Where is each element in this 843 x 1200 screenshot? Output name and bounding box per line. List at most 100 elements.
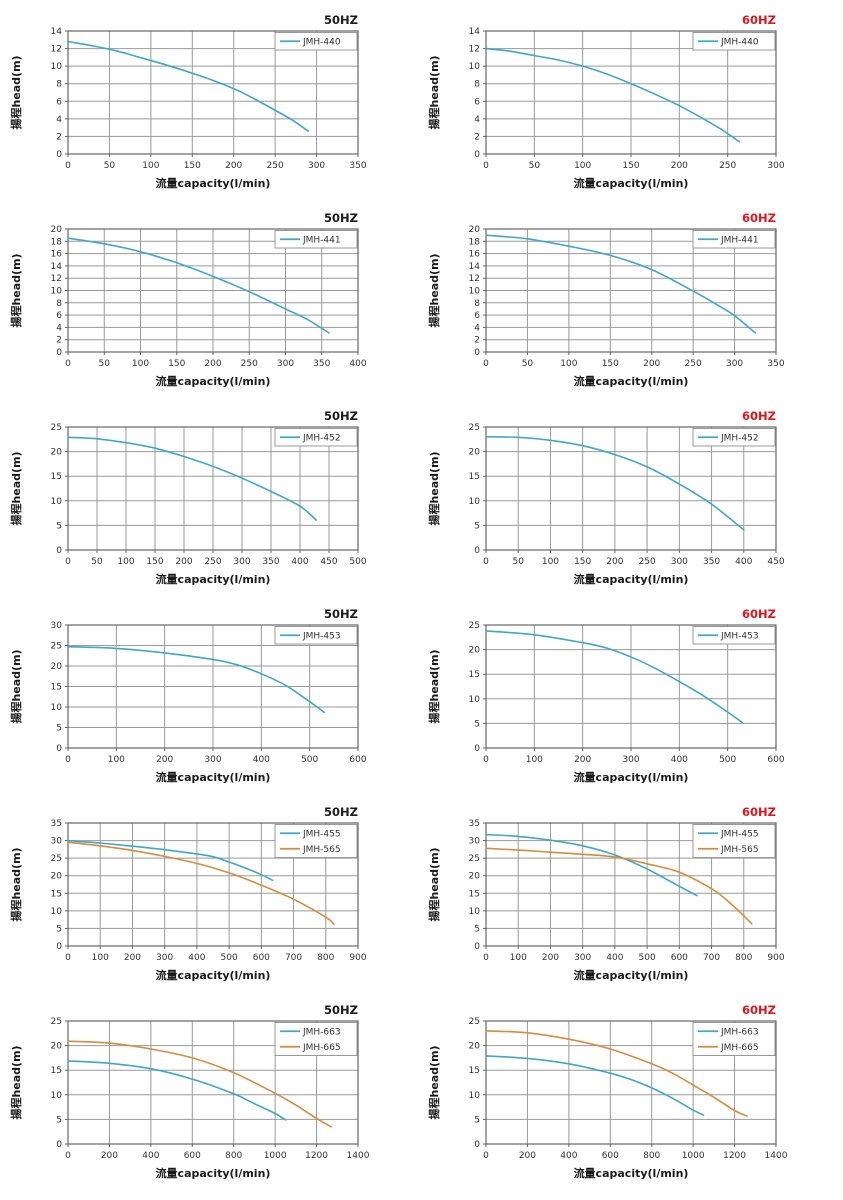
x-tick-label: 400 (671, 755, 688, 765)
x-tick-label: 250 (267, 161, 284, 171)
x-tick-label: 300 (204, 755, 221, 765)
y-tick-label: 16 (51, 250, 63, 260)
grid-lines (68, 625, 358, 748)
legend-label-jmh-565: JMH-565 (302, 845, 341, 855)
chart-60hz-jmh-452: 0 50 100 150 200 250 300 350 400 450 0 5 10 15 20 25 60H… (424, 400, 834, 598)
legend: JMH-440 (274, 32, 358, 51)
legend-label-jmh-565: JMH-565 (720, 845, 759, 855)
plot-border (67, 30, 359, 155)
series-curve-jmh-441 (485, 234, 757, 334)
chart-svg-50hz-jmh-440: 0 50 100 150 200 250 300 350 0 2 4 6 8 10 12 14 50HZ 流量ca… (9, 13, 367, 190)
y-tick-label: 25 (469, 854, 480, 864)
x-tick-label: 150 (168, 359, 185, 369)
y-axis-label: 揚程head(m) (9, 253, 23, 327)
y-tick-label: 35 (51, 819, 62, 829)
y-tick-label: 25 (51, 1017, 62, 1027)
legend-box (692, 824, 776, 858)
y-tick-label: 0 (56, 348, 62, 358)
x-tick-label: 50 (99, 359, 111, 369)
x-tick-label: 50 (512, 557, 524, 567)
x-tick-label: 200 (643, 359, 660, 369)
chart-60hz-jmh-453: 0 100 200 300 400 500 600 0 5 10 15 20 25 60HZ 流量capac… (424, 598, 834, 796)
legend-label-jmh-663: JMH-663 (302, 1027, 341, 1037)
y-tick-label: 10 (469, 62, 481, 72)
x-axis-label: 流量capacity(l/min) (574, 1166, 689, 1180)
x-tick-label: 350 (703, 557, 720, 567)
y-axis-label: 揚程head(m) (427, 847, 441, 921)
y-tick-label: 20 (469, 225, 481, 235)
series-curve-jmh-452 (67, 436, 317, 521)
y-tick-label: 0 (474, 150, 480, 160)
y-tick-label: 5 (56, 724, 62, 734)
x-tick-label: 0 (65, 359, 71, 369)
x-tick-label: 600 (184, 1151, 201, 1161)
x-tick-label: 500 (719, 755, 736, 765)
y-tick-label: 2 (56, 132, 62, 142)
y-tick-label: 10 (469, 695, 481, 705)
series-curve-jmh-453 (485, 630, 743, 724)
x-tick-label: 300 (277, 359, 294, 369)
y-tick-label: 18 (469, 237, 481, 247)
legend-label-jmh-455: JMH-455 (302, 829, 341, 839)
y-tick-label: 20 (469, 646, 481, 656)
legend-box (274, 626, 358, 645)
x-tick-label: 200 (574, 755, 591, 765)
x-tick-label: 0 (483, 1151, 489, 1161)
x-tick-label: 1400 (765, 1151, 788, 1161)
x-axis-label: 流量capacity(l/min) (156, 176, 271, 190)
chart-svg-60hz-jmh-663-665: 0 200 400 600 800 1000 1200 1400 0 5 10 15 20 25 60HZ 流… (427, 1003, 788, 1180)
y-tick-label: 10 (51, 703, 63, 713)
chart-title: 50HZ (324, 607, 358, 621)
legend: JMH-453 (274, 626, 358, 645)
chart-50hz-jmh-440: 0 50 100 150 200 250 300 350 0 2 4 6 8 10 12 14 50HZ 流量ca… (6, 4, 416, 202)
x-tick-label: 1000 (264, 1151, 287, 1161)
y-tick-label: 6 (474, 311, 480, 321)
x-tick-label: 200 (542, 953, 559, 963)
chart-svg-60hz-jmh-441: 0 50 100 150 200 250 300 350 0 2 4 6 8 10 12 14 16 18 20 60… (427, 211, 785, 388)
x-tick-label: 600 (602, 1151, 619, 1161)
chart-title: 60HZ (742, 805, 776, 819)
chart-50hz-jmh-663-665: 0 200 400 600 800 1000 1200 1400 0 5 10 15 20 25 50HZ 流… (6, 994, 416, 1192)
chart-svg-50hz-jmh-663-665: 0 200 400 600 800 1000 1200 1400 0 5 10 15 20 25 50HZ 流… (9, 1003, 370, 1180)
series-curve-jmh-453 (67, 645, 325, 714)
x-tick-label: 400 (253, 755, 270, 765)
x-tick-label: 400 (188, 953, 205, 963)
x-tick-label: 0 (65, 755, 71, 765)
x-tick-label: 600 (671, 953, 688, 963)
x-tick-label: 700 (703, 953, 720, 963)
x-tick-label: 300 (233, 557, 250, 567)
y-tick-label: 5 (474, 924, 480, 934)
x-tick-label: 1200 (723, 1151, 746, 1161)
y-tick-label: 25 (469, 1017, 480, 1027)
y-tick-label: 5 (56, 521, 62, 531)
series-curve-jmh-440 (67, 40, 310, 132)
y-tick-label: 20 (51, 872, 63, 882)
chart-50hz-jmh-441: 0 50 100 150 200 250 300 350 400 0 2 4 6 8 10 12 14 16 18 2… (6, 202, 416, 400)
y-tick-label: 0 (56, 150, 62, 160)
axis-ticks: 0 50 100 150 200 250 300 350 400 450 0 5 10 15 20 25 (469, 423, 785, 567)
axis-ticks: 0 200 400 600 800 1000 1200 1400 0 5 10 15 20 25 (51, 1017, 370, 1161)
x-tick-label: 100 (526, 755, 543, 765)
y-tick-label: 25 (469, 423, 480, 433)
x-tick-label: 150 (146, 557, 163, 567)
chart-50hz-jmh-452: 0 50 100 150 200 250 300 350 400 450 500 0 5 10 15 20 25… (6, 400, 416, 598)
legend-box (692, 626, 776, 645)
legend-box (274, 230, 358, 249)
y-tick-label: 14 (469, 262, 481, 272)
x-tick-label: 800 (317, 953, 334, 963)
x-tick-label: 100 (132, 359, 149, 369)
x-tick-label: 500 (349, 557, 366, 567)
legend-label-jmh-441: JMH-441 (302, 235, 341, 245)
y-tick-label: 18 (51, 237, 63, 247)
plot-border (485, 426, 777, 551)
legend-label-jmh-665: JMH-665 (720, 1043, 759, 1053)
x-tick-label: 150 (574, 557, 591, 567)
x-axis-label: 流量capacity(l/min) (156, 374, 271, 388)
chart-svg-50hz-jmh-453: 0 100 200 300 400 500 600 0 5 10 15 20 25 30 50HZ 流量cap… (9, 607, 367, 784)
legend: JMH-440 (692, 32, 776, 51)
y-tick-label: 14 (469, 27, 481, 37)
y-tick-label: 2 (474, 336, 480, 346)
series-curve-jmh-455 (67, 839, 274, 882)
chart-60hz-jmh-440: 0 50 100 150 200 250 300 0 2 4 6 8 10 12 14 60HZ 流量capac… (424, 4, 834, 202)
x-tick-label: 350 (349, 161, 366, 171)
